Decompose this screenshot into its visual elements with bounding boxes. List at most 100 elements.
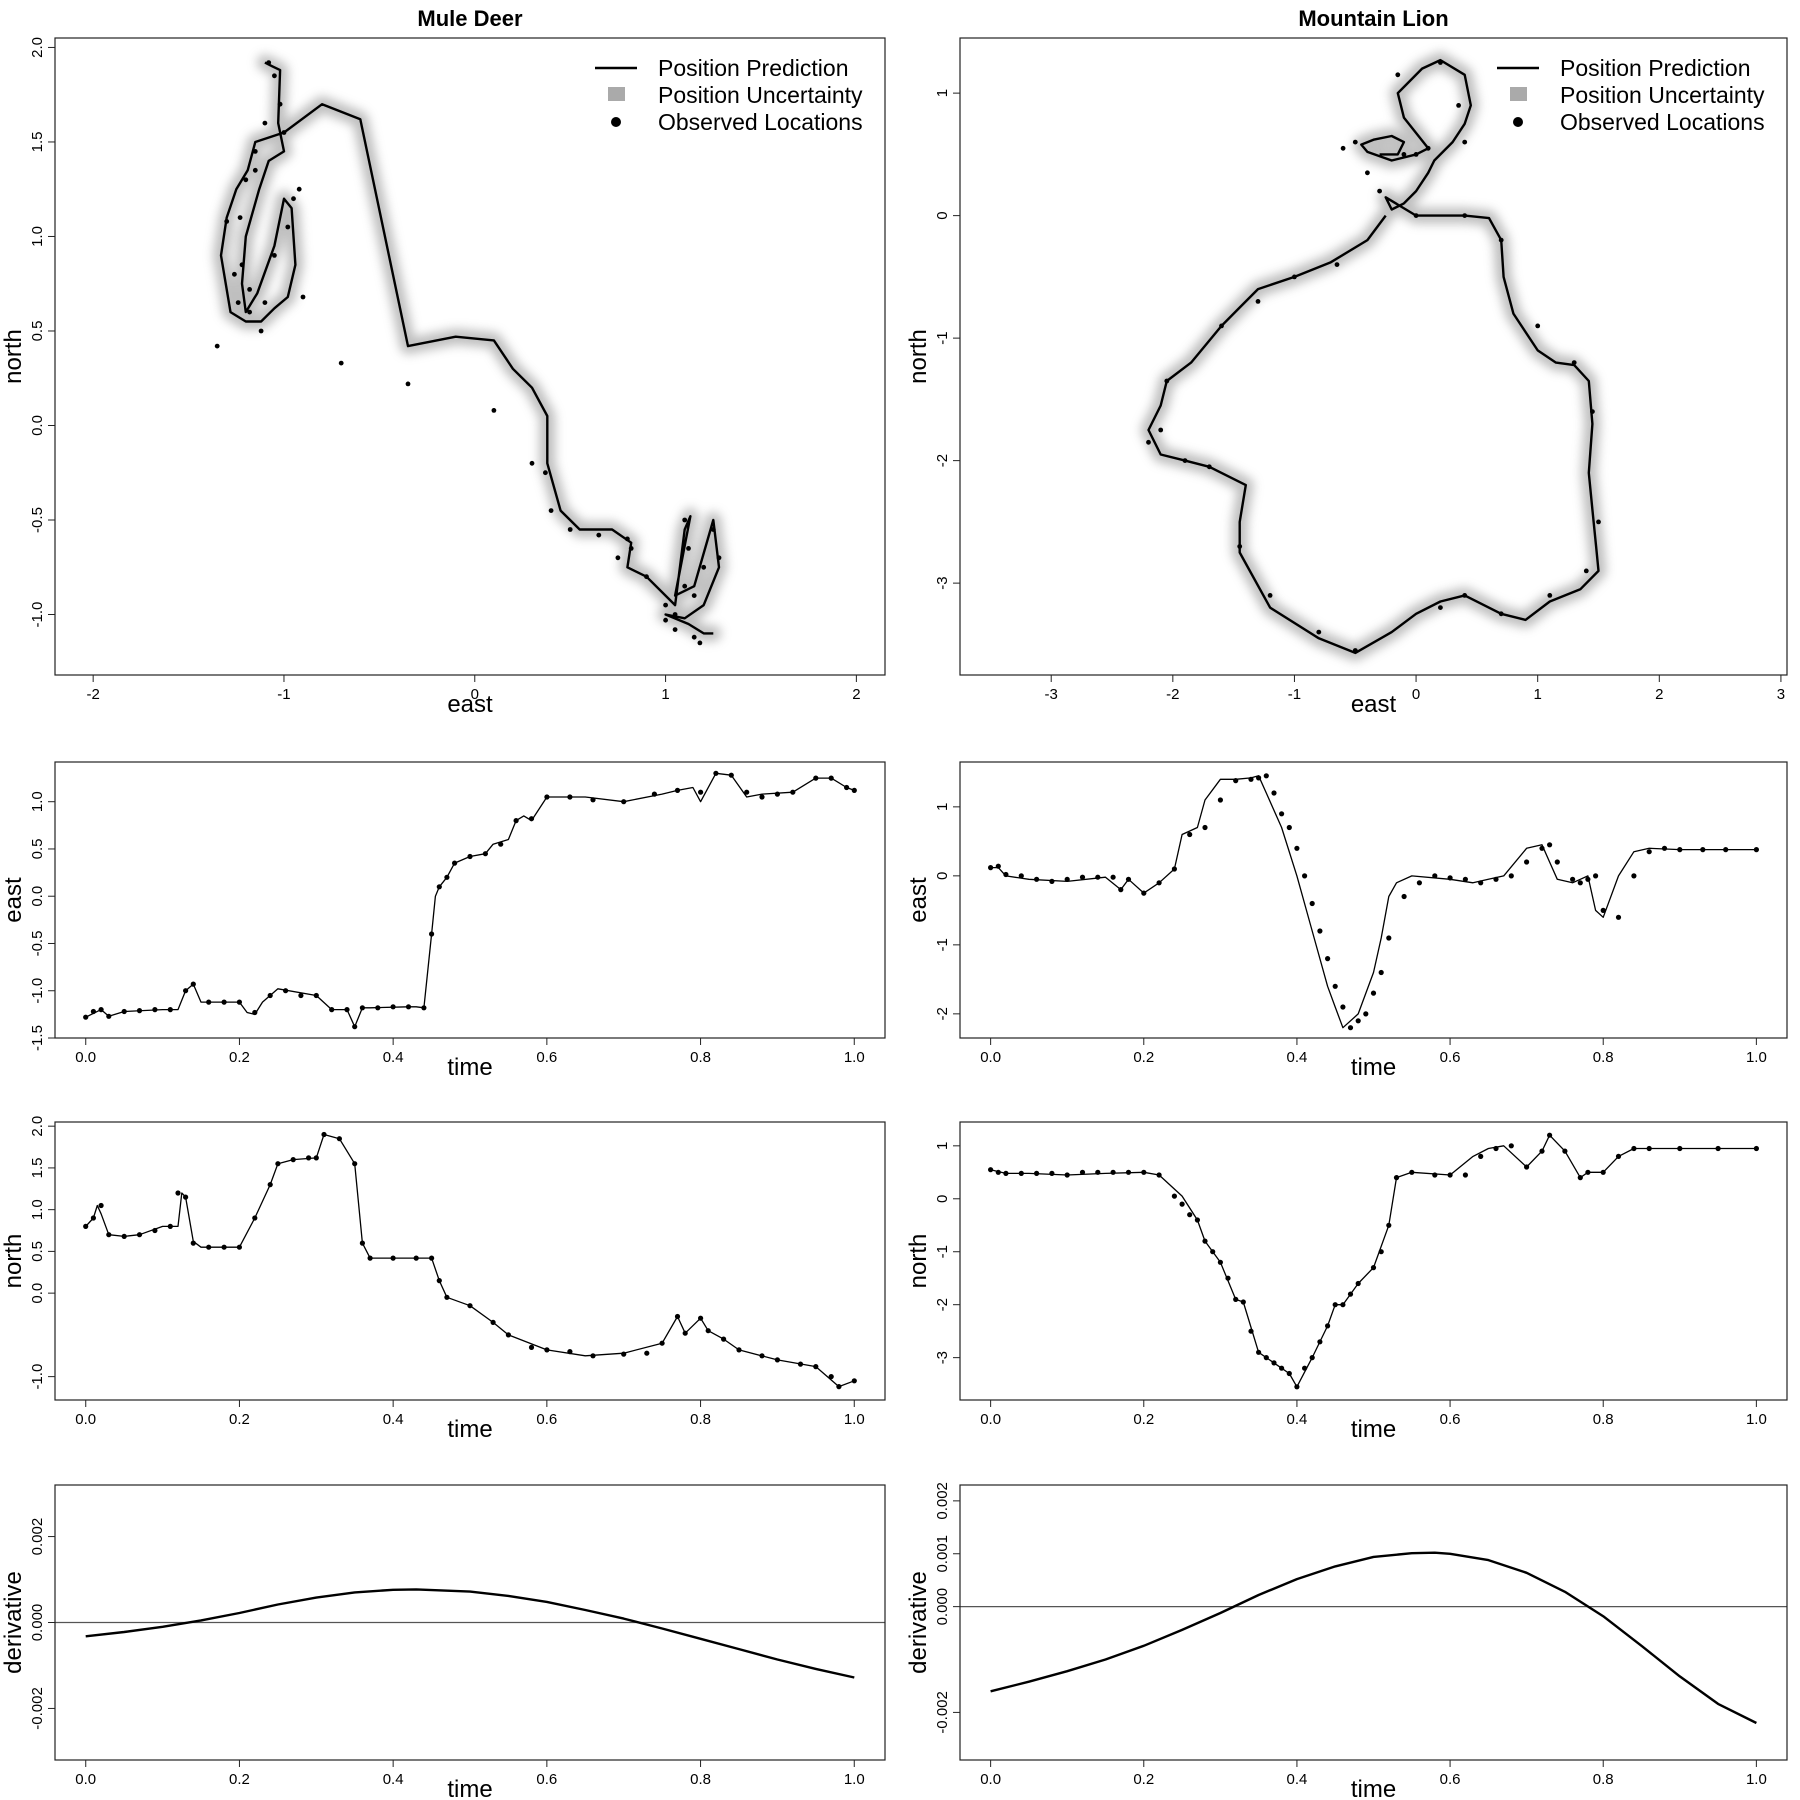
lion-track-observed-point-26	[1237, 544, 1243, 549]
lion-east-observed-point-46	[1524, 859, 1530, 865]
lion-east-observed-point-54	[1600, 907, 1606, 914]
lion-north-observed-point-42	[1409, 1169, 1415, 1175]
deer-east-ytick-label-3: 0.0	[29, 886, 46, 907]
lion-east-xtick-label-1: 0.2	[1133, 1049, 1154, 1066]
deer-east-observed-point-35	[544, 794, 550, 800]
lion-track-panel: Mountain Lion -3 -2 -1 0 1 2 3 -3 -2 -1 0 1 east north…	[905, 6, 1788, 718]
deer-track-observed-point-24	[405, 381, 411, 387]
deer-derivative-xtick-label-3: 0.6	[536, 1771, 557, 1788]
deer-track-ylabel: north	[0, 329, 27, 384]
lion-track-observed-point-17	[1596, 519, 1601, 525]
deer-north-observed-point-5	[136, 1232, 143, 1238]
deer-north-observed-point-15	[267, 1182, 273, 1188]
deer-track-observed-point-11	[272, 253, 277, 258]
deer-north-observed-point-45	[736, 1347, 742, 1353]
lion-north-observed-point-25	[1263, 1355, 1269, 1361]
deer-east-observed-point-27	[436, 884, 442, 890]
lion-east-ytick-label-2: 0	[934, 872, 951, 880]
deer-east-observed-point-8	[183, 988, 189, 994]
deer-north-observed-point-25	[390, 1255, 396, 1261]
deer-east-observed-point-25	[421, 1005, 427, 1011]
deer-derivative-xtick-label-0: 0.0	[75, 1771, 96, 1788]
deer-north-observed-point-42	[698, 1315, 704, 1321]
lion-east-observed-point-33	[1355, 1018, 1361, 1024]
deer-track-observed-point-22	[300, 294, 306, 300]
lion-east-observed-point-48	[1547, 842, 1553, 848]
lion-east-observed-point-49	[1554, 859, 1560, 865]
lion-east-observed-point-27	[1309, 900, 1315, 907]
lion-north-observed-point-58	[1646, 1145, 1652, 1152]
lion-east-observed-point-60	[1700, 847, 1706, 853]
lion-track-ytick-label-1: -2	[934, 454, 951, 467]
deer-derivative-prediction-line	[85, 1588, 855, 1679]
lion-east-frame	[959, 761, 1788, 1039]
lion-east-observed-point-28	[1317, 928, 1323, 934]
lion-north-observed-point-39	[1378, 1249, 1384, 1255]
deer-derivative-ylabel: derivative	[0, 1571, 27, 1674]
deer-track-observed-point-0	[266, 60, 272, 65]
lion-derivative-xtick-label-5: 1.0	[1746, 1771, 1767, 1788]
deer-track-observed-point-47	[682, 583, 688, 589]
deer-track-ytick-label-1: -0.5	[29, 507, 46, 533]
lion-track-uncertainty-band	[1140, 52, 1607, 661]
deer-north-frame	[54, 1121, 886, 1401]
lion-east-observed-point-13	[1156, 880, 1162, 886]
deer-track-xtick-label-1: -1	[277, 686, 290, 703]
lion-track-ytick-label-0: -3	[934, 576, 951, 589]
lion-derivative-xtick-label-2: 0.4	[1286, 1771, 1307, 1788]
lion-north-observed-point-11	[1141, 1169, 1147, 1175]
lion-north-observed-point-18	[1210, 1249, 1216, 1255]
lion-east-ytick-label-0: -2	[934, 1007, 951, 1020]
deer-north-observed-point-19	[313, 1155, 319, 1161]
lion-track-observed-point-27	[1206, 464, 1212, 470]
lion-north-ylabel: north	[905, 1234, 932, 1289]
deer-north-observed-point-27	[429, 1255, 435, 1261]
deer-east-xtick-label-0: 0.0	[75, 1049, 96, 1066]
lion-east-observed-point-52	[1585, 876, 1591, 882]
lion-track-observed-point-7	[1365, 170, 1370, 176]
deer-north-observed-point-20	[321, 1131, 327, 1138]
deer-track-observed-point-45	[697, 640, 703, 646]
lion-north-observed-point-48	[1508, 1143, 1514, 1149]
deer-north-observed-point-13	[236, 1244, 242, 1250]
lion-derivative-frame	[959, 1484, 1788, 1761]
deer-track-observed-point-21	[252, 167, 258, 173]
lion-north-xtick-label-5: 1.0	[1746, 1411, 1767, 1428]
lion-north-observed-point-43	[1432, 1172, 1438, 1178]
lion-north-observed-point-29	[1294, 1384, 1300, 1390]
lion-east-observed-point-24	[1286, 824, 1292, 831]
lion-track-observed-point-6	[1462, 139, 1468, 145]
deer-north-ytick-label-2: 0.5	[29, 1241, 46, 1262]
lion-east-observed-point-8	[1095, 874, 1101, 880]
lion-east-observed-point-47	[1539, 845, 1545, 851]
deer-track-uncertainty-band	[213, 54, 727, 642]
deer-track-observed-point-32	[625, 536, 630, 542]
lion-east-xlabel: time	[1351, 1054, 1396, 1081]
deer-north-observed-point-30	[467, 1303, 473, 1309]
deer-north-observed-point-16	[275, 1161, 281, 1167]
lion-track-observed-point-16	[1590, 409, 1595, 414]
deer-east-xlabel: time	[447, 1054, 492, 1081]
deer-north-xtick-label-1: 0.2	[229, 1411, 250, 1428]
deer-track-observed-point-40	[710, 527, 716, 532]
deer-east-observed-point-2	[98, 1007, 104, 1013]
deer-track-ytick-label-6: 2.0	[29, 37, 46, 58]
lion-north-observed-point-51	[1547, 1132, 1553, 1138]
deer-track-observed-point-42	[663, 617, 668, 623]
lion-north-observed-point-13	[1171, 1193, 1177, 1199]
deer-north-observed-point-38	[644, 1350, 650, 1356]
lion-north-xtick-label-2: 0.4	[1286, 1411, 1307, 1428]
deer-east-prediction-line	[85, 772, 855, 1028]
lion-north-xtick-label-1: 0.2	[1133, 1411, 1154, 1428]
deer-north-observed-point-12	[221, 1244, 227, 1250]
lion-east-observed-point-42	[1462, 876, 1468, 882]
lion-track-legend-band-label: Position Uncertainty	[1560, 82, 1765, 108]
lion-east-ytick-label-3: 1	[934, 803, 951, 811]
deer-north-observed-point-46	[759, 1353, 765, 1359]
deer-east-observed-point-19	[344, 1007, 350, 1013]
lion-north-observed-point-26	[1271, 1360, 1277, 1366]
lion-north-observed-point-36	[1347, 1291, 1354, 1297]
deer-north-observed-point-10	[190, 1240, 196, 1246]
lion-north-observed-point-33	[1325, 1323, 1331, 1329]
lion-track-observed-point-13	[1498, 237, 1504, 243]
